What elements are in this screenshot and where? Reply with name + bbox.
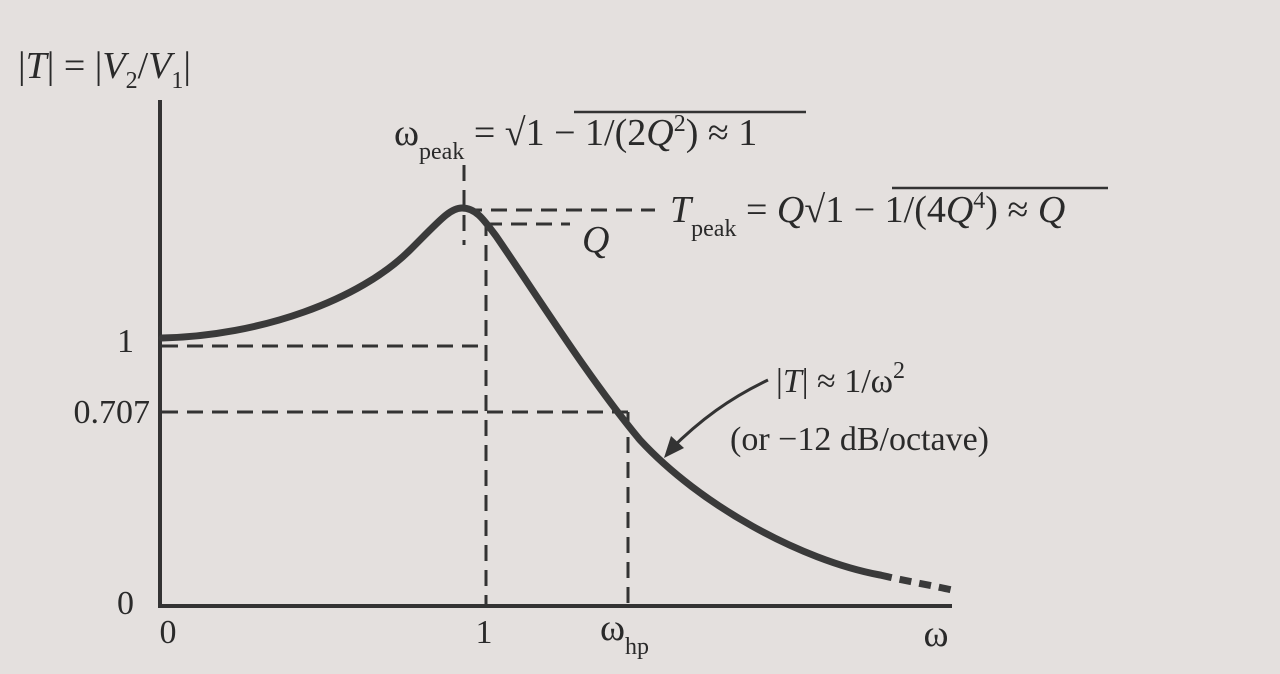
y-axis-label: |T| = |V2/V1| [18,45,191,94]
y-tick-1: 1 [117,323,134,360]
x-tick-0: 0 [160,614,177,651]
rolloff-arrow [668,378,769,452]
x-tick-1: 1 [476,614,493,651]
rolloff-arrowhead [664,436,684,458]
peak-frequency-equation: ωpeak = √1 − 1/(2Q2) ≈ 1 [394,111,757,165]
peak-magnitude-equation: Tpeak = Q√1 − 1/(4Q4) ≈ Q [670,188,1065,242]
rolloff-note: (or −12 dB/octave) [730,421,989,458]
x-axis-label: ω [923,613,948,655]
response-curve [158,204,884,579]
response-curve-tail [879,571,953,594]
rolloff-equation: |T| ≈ 1/ω2 [776,358,905,400]
y-tick-0707: 0.707 [74,394,151,431]
x-tick-whp: ωhp [600,607,649,660]
y-tick-0: 0 [117,585,134,622]
q-label: Q [582,219,609,261]
